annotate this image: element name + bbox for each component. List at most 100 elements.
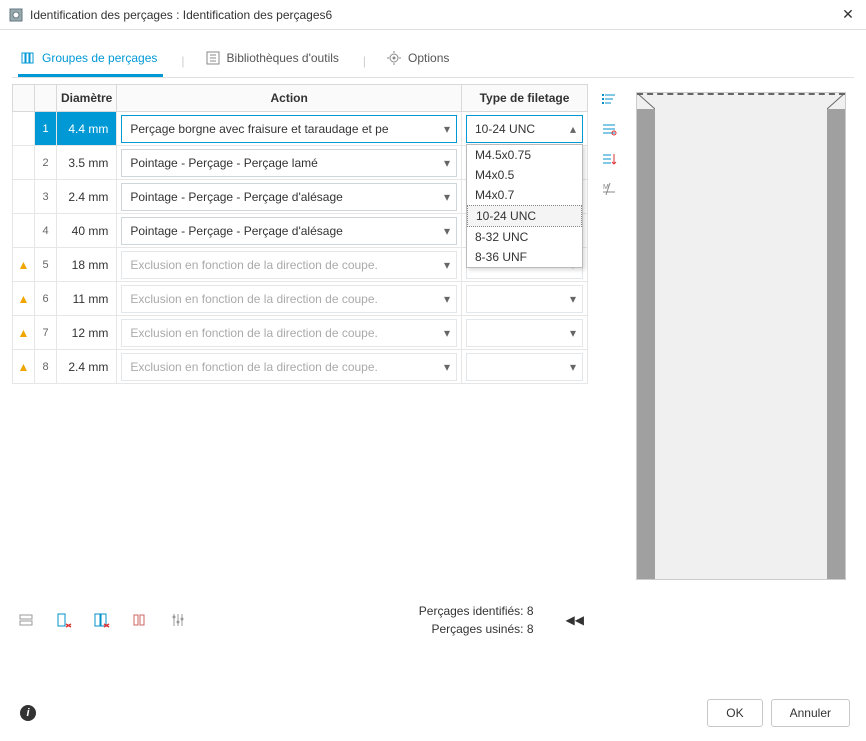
gear-icon bbox=[386, 50, 402, 66]
dropdown-option[interactable]: M4.5x0.75 bbox=[467, 145, 582, 165]
thread-cell: ▾ bbox=[462, 282, 588, 316]
tab-groups[interactable]: Groupes de perçages bbox=[18, 44, 163, 77]
app-icon bbox=[8, 7, 24, 23]
table-row[interactable]: ▲82.4 mmExclusion en fonction de la dire… bbox=[13, 350, 588, 384]
warning-cell bbox=[13, 214, 35, 248]
col-diameter[interactable]: Diamètre bbox=[57, 85, 117, 112]
table-row[interactable]: ▲712 mmExclusion en fonction de la direc… bbox=[13, 316, 588, 350]
info-icon[interactable]: i bbox=[20, 705, 36, 721]
action-combo[interactable]: Pointage - Perçage - Perçage lamé ▾ bbox=[121, 149, 457, 177]
dropdown-option[interactable]: 10-24 UNC bbox=[467, 205, 582, 227]
title-bar: Identification des perçages : Identifica… bbox=[0, 0, 866, 30]
combo-text: Perçage borgne avec fraisure et taraudag… bbox=[130, 122, 440, 136]
chevron-down-icon: ▾ bbox=[570, 292, 576, 306]
index-cell: 3 bbox=[35, 180, 57, 214]
chevron-up-icon: ▴ bbox=[570, 122, 576, 136]
groups-icon bbox=[20, 50, 36, 66]
warning-icon: ▲ bbox=[18, 258, 30, 272]
identified-label: Perçages identifiés: bbox=[419, 604, 524, 618]
dropdown-option[interactable]: M4x0.7 bbox=[467, 185, 582, 205]
thread-cell: 10-24 UNC▴M4.5x0.75M4x0.5M4x0.710-24 UNC… bbox=[462, 112, 588, 146]
tab-separator: | bbox=[363, 54, 366, 68]
thread-cell: ▾ bbox=[462, 350, 588, 384]
col-thread[interactable]: Type de filetage bbox=[462, 85, 588, 112]
action-combo[interactable]: Exclusion en fonction de la direction de… bbox=[121, 353, 457, 381]
action-combo[interactable]: Perçage borgne avec fraisure et taraudag… bbox=[121, 115, 457, 143]
combo-text: Exclusion en fonction de la direction de… bbox=[130, 292, 440, 306]
action-combo[interactable]: Pointage - Perçage - Perçage d'alésage▾ bbox=[121, 217, 457, 245]
close-icon[interactable]: ✕ bbox=[838, 6, 858, 23]
holes-table: Diamètre Action Type de filetage 14.4 mm… bbox=[12, 84, 588, 384]
diameter-cell: 2.4 mm bbox=[57, 180, 117, 214]
dropdown-option[interactable]: M4x0.5 bbox=[467, 165, 582, 185]
window-title: Identification des perçages : Identifica… bbox=[30, 8, 838, 22]
split-icon[interactable] bbox=[16, 610, 36, 630]
action-combo[interactable]: Exclusion en fonction de la direction de… bbox=[121, 251, 457, 279]
preview-geometry bbox=[636, 92, 846, 580]
machined-label: Perçages usinés: bbox=[431, 622, 523, 636]
warning-cell: ▲ bbox=[13, 316, 35, 350]
measure-icon[interactable]: M bbox=[600, 180, 618, 198]
dropdown-option[interactable]: 8-32 UNC bbox=[467, 227, 582, 247]
tools-icon bbox=[205, 50, 221, 66]
sort-icon[interactable] bbox=[600, 150, 618, 168]
warning-cell: ▲ bbox=[13, 350, 35, 384]
action-cell: Pointage - Perçage - Perçage lamé ▾ bbox=[117, 146, 462, 180]
tab-label: Options bbox=[408, 51, 449, 65]
adjust-icon[interactable] bbox=[168, 610, 188, 630]
remove-group-icon[interactable] bbox=[54, 610, 74, 630]
chevron-down-icon: ▾ bbox=[444, 224, 450, 238]
tab-options[interactable]: Options bbox=[384, 44, 455, 77]
combo-text: Exclusion en fonction de la direction de… bbox=[130, 360, 440, 374]
filter-icon[interactable] bbox=[600, 90, 618, 108]
ok-button[interactable]: OK bbox=[707, 699, 762, 727]
bottom-toolbar: Perçages identifiés: 8 Perçages usinés: … bbox=[12, 594, 588, 646]
thread-cell: ▾ bbox=[462, 316, 588, 350]
warning-icon: ▲ bbox=[18, 326, 30, 340]
tab-label: Groupes de perçages bbox=[42, 51, 157, 65]
action-combo[interactable]: Exclusion en fonction de la direction de… bbox=[121, 319, 457, 347]
vertical-toolbar: M bbox=[588, 84, 630, 646]
dialog-footer: i OK Annuler bbox=[0, 685, 866, 741]
thread-combo[interactable]: 10-24 UNC▴ bbox=[466, 115, 583, 143]
combo-text: Pointage - Perçage - Perçage d'alésage bbox=[130, 190, 440, 204]
tab-tools[interactable]: Bibliothèques d'outils bbox=[203, 44, 345, 77]
combo-text: Pointage - Perçage - Perçage lamé bbox=[130, 156, 440, 170]
diameter-cell: 3.5 mm bbox=[57, 146, 117, 180]
dropdown-option[interactable]: 8-36 UNF bbox=[467, 247, 582, 267]
thread-dropdown[interactable]: M4.5x0.75M4x0.5M4x0.710-24 UNC8-32 UNC8-… bbox=[466, 144, 583, 268]
chevron-down-icon: ▾ bbox=[444, 292, 450, 306]
chevron-down-icon: ▾ bbox=[444, 326, 450, 340]
action-combo[interactable]: Pointage - Perçage - Perçage d'alésage ▾ bbox=[121, 183, 457, 211]
action-cell: Exclusion en fonction de la direction de… bbox=[117, 282, 462, 316]
index-cell: 5 bbox=[35, 248, 57, 282]
warning-cell: ▲ bbox=[13, 282, 35, 316]
col-index bbox=[35, 85, 57, 112]
machined-value: 8 bbox=[527, 622, 534, 636]
index-cell: 6 bbox=[35, 282, 57, 316]
action-cell: Exclusion en fonction de la direction de… bbox=[117, 350, 462, 384]
table-row[interactable]: 14.4 mm Perçage borgne avec fraisure et t… bbox=[13, 112, 588, 146]
combo-text: Exclusion en fonction de la direction de… bbox=[130, 258, 440, 272]
chevron-down-icon: ▾ bbox=[570, 360, 576, 374]
cancel-button[interactable]: Annuler bbox=[771, 699, 850, 727]
thread-combo[interactable]: ▾ bbox=[466, 285, 583, 313]
list-icon[interactable] bbox=[600, 120, 618, 138]
thread-combo[interactable]: ▾ bbox=[466, 353, 583, 381]
tab-separator: | bbox=[181, 54, 184, 68]
chevron-down-icon: ▾ bbox=[444, 156, 450, 170]
chevron-down-icon: ▾ bbox=[444, 190, 450, 204]
index-cell: 2 bbox=[35, 146, 57, 180]
grid-copy-icon[interactable] bbox=[130, 610, 150, 630]
table-row[interactable]: ▲611 mmExclusion en fonction de la direc… bbox=[13, 282, 588, 316]
warning-icon: ▲ bbox=[18, 360, 30, 374]
action-combo[interactable]: Exclusion en fonction de la direction de… bbox=[121, 285, 457, 313]
thread-combo[interactable]: ▾ bbox=[466, 319, 583, 347]
warning-cell: ▲ bbox=[13, 248, 35, 282]
diameter-cell: 4.4 mm bbox=[57, 112, 117, 146]
rewind-icon[interactable]: ◀◀ bbox=[566, 613, 584, 627]
col-action[interactable]: Action bbox=[117, 85, 462, 112]
remove-all-icon[interactable] bbox=[92, 610, 112, 630]
index-cell: 1 bbox=[35, 112, 57, 146]
preview-pane bbox=[630, 84, 858, 646]
